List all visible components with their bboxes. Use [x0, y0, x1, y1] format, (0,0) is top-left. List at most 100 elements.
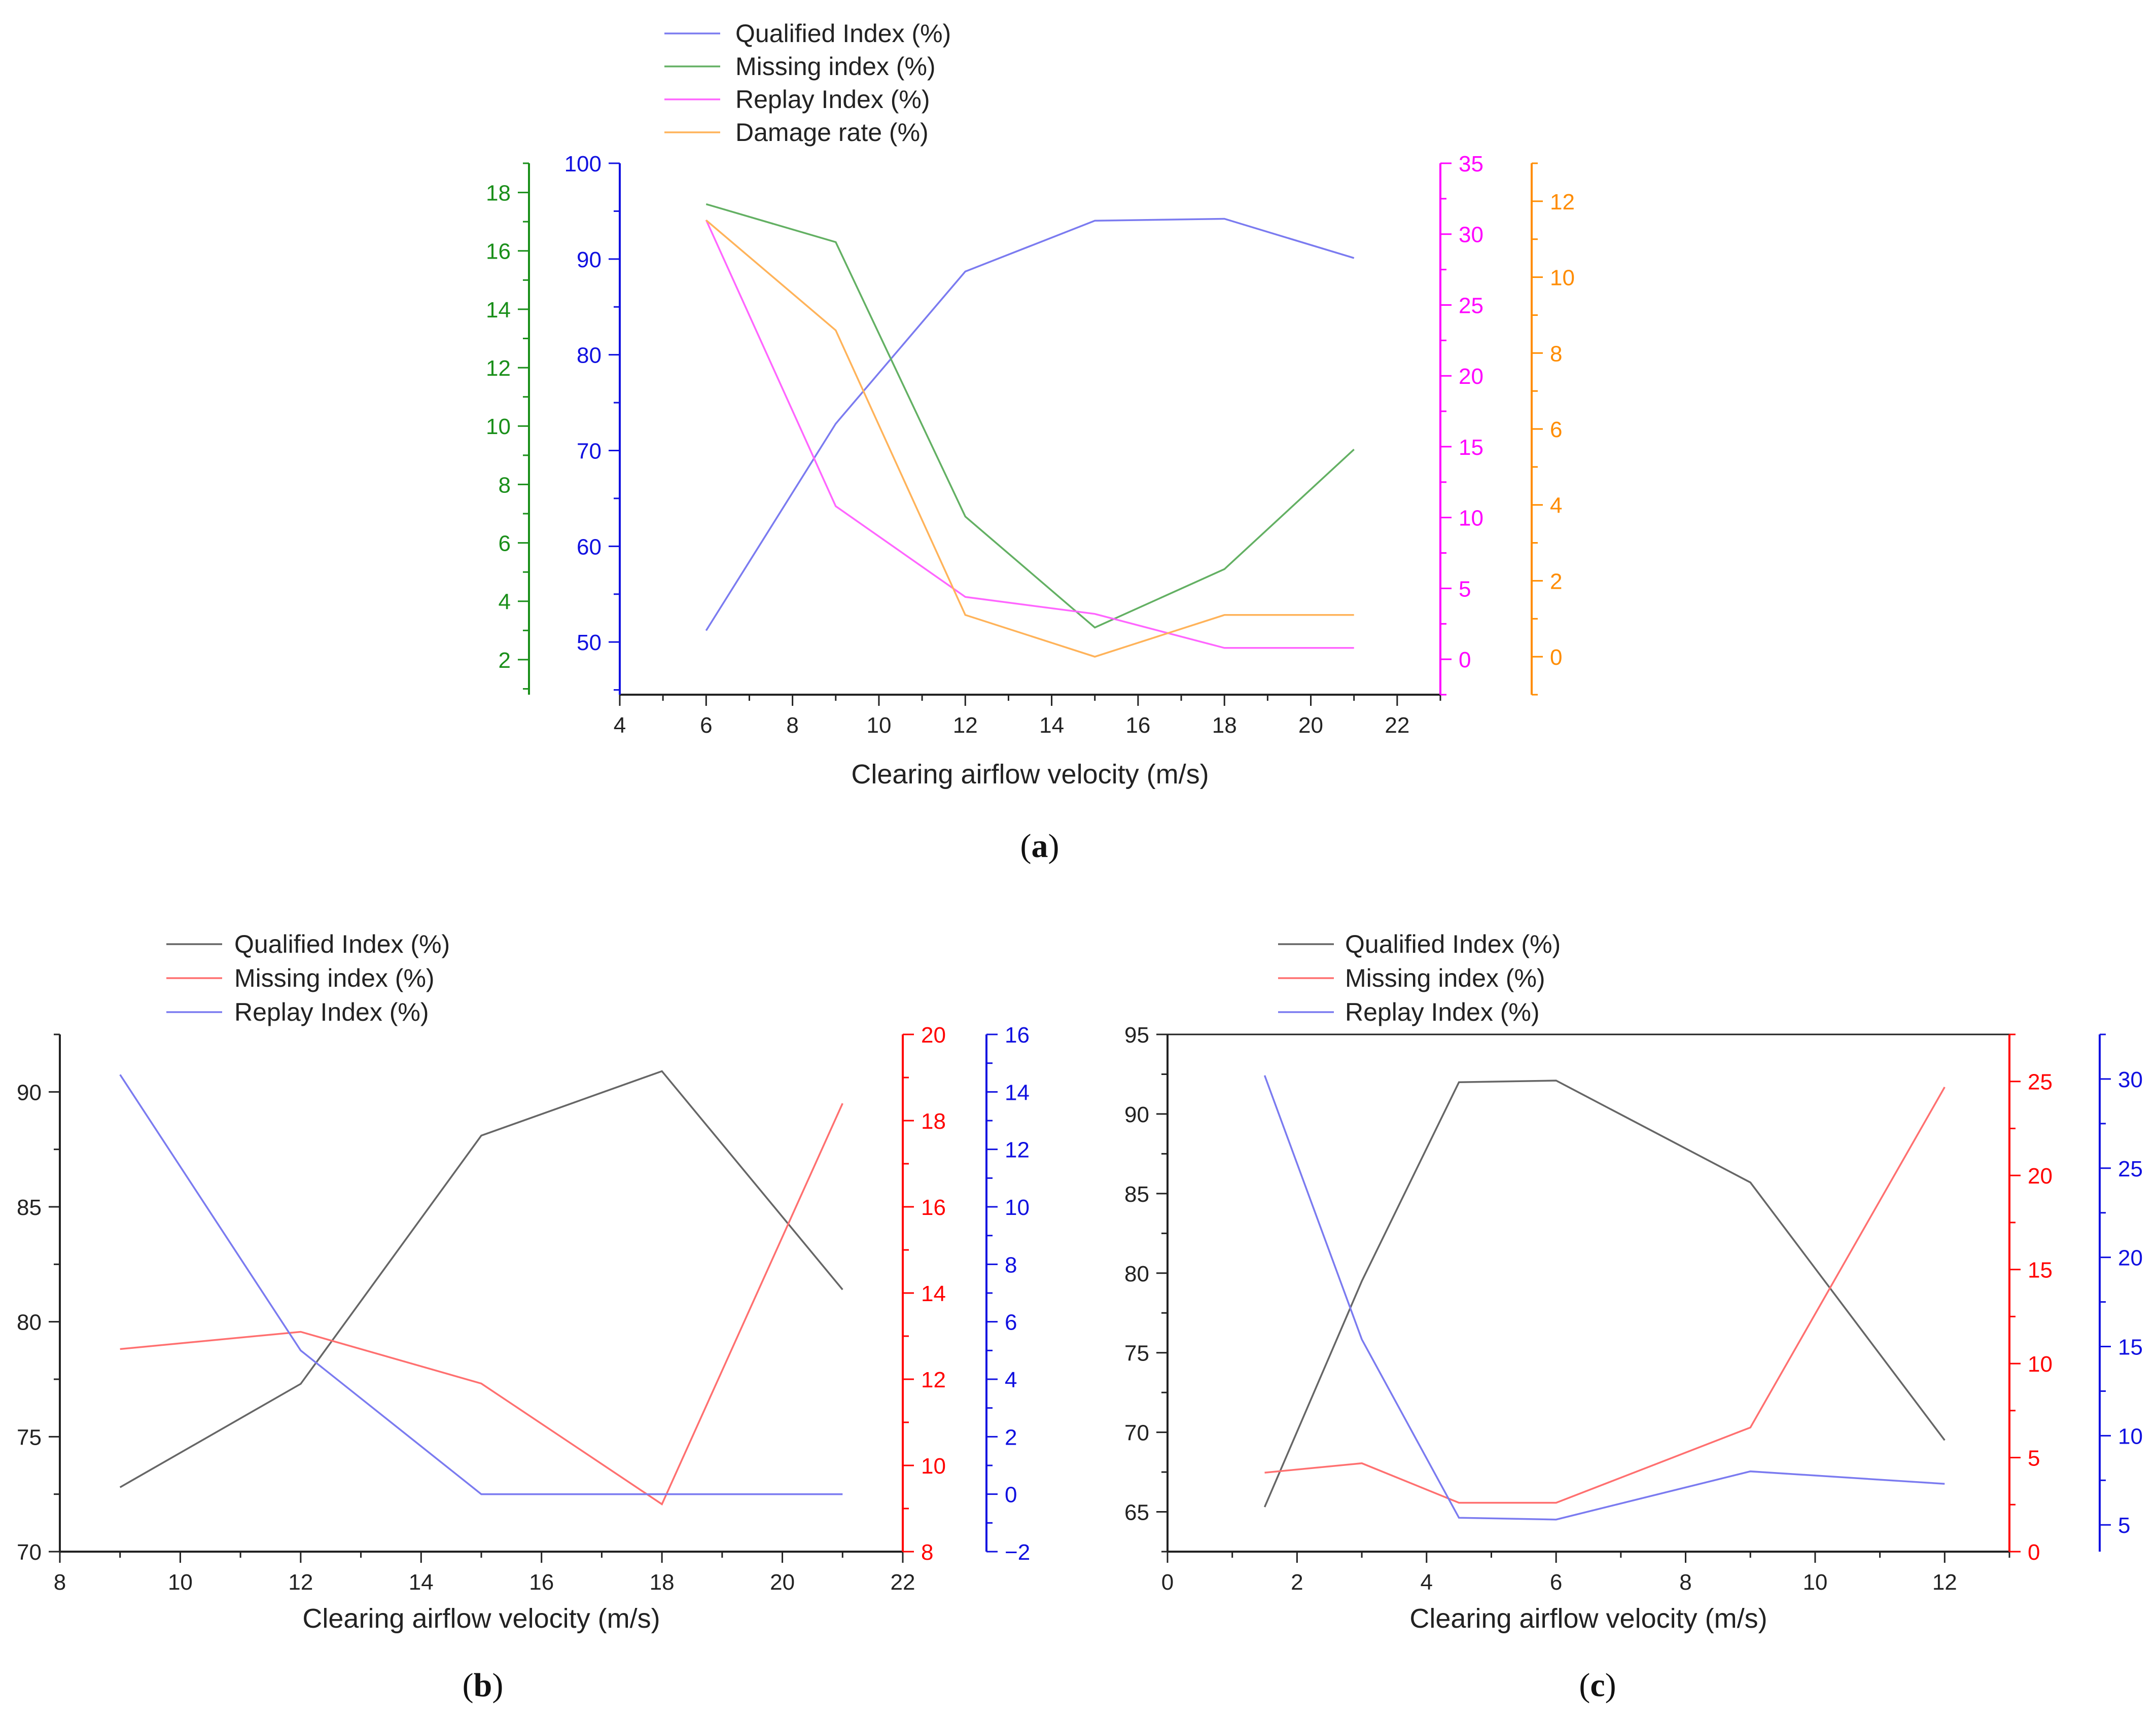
y-axis-blue: 5 10 15 20 25 30: [2099, 1033, 2143, 1552]
y-tick-label: 50: [577, 630, 602, 655]
series-line-3: [1263, 1075, 1945, 1521]
legend-label: Missing index (%): [1345, 964, 1545, 992]
x-tick-label: 8: [1679, 1570, 1691, 1595]
y-tick-label: 6: [499, 531, 511, 556]
y-tick-label: 10: [486, 414, 511, 439]
x-tick-label: 10: [1802, 1570, 1827, 1595]
y-tick-label: 80: [1124, 1262, 1149, 1286]
y-tick-label: 25: [2028, 1070, 2053, 1095]
y-tick-label: 25: [2118, 1157, 2143, 1181]
x-tick-label: 8: [54, 1570, 66, 1595]
y-tick-label: 80: [17, 1310, 42, 1335]
y-tick-label: 20: [2118, 1246, 2143, 1271]
y-tick-label: 8: [1550, 341, 1562, 366]
x-tick-label: 0: [1161, 1570, 1174, 1595]
y-tick-label: 75: [17, 1425, 42, 1450]
legend: Qualified Index (%) Missing index (%) Repl…: [166, 930, 450, 1026]
y-tick-label: 4: [1550, 493, 1562, 518]
y-tick-label: 6: [1005, 1310, 1017, 1335]
y-axis-orange: 0 2 4 6 8 10 12: [1531, 162, 1575, 696]
series-line-1: [119, 1070, 843, 1488]
y-tick-label: 2: [1005, 1425, 1017, 1450]
x-tick-label: 4: [614, 713, 626, 738]
y-tick-label: 2: [1550, 569, 1562, 594]
y-tick-label: 14: [1005, 1080, 1030, 1105]
y-tick-label: 75: [1124, 1341, 1149, 1366]
y-tick-label: 5: [2118, 1513, 2130, 1538]
y-tick-label: 2: [499, 648, 511, 673]
x-tick-label: 6: [700, 713, 712, 738]
y-tick-label: 10: [921, 1454, 946, 1479]
y-tick-label: 14: [921, 1281, 946, 1306]
y-tick-label: 10: [1005, 1195, 1030, 1220]
y-tick-label: 12: [1550, 190, 1575, 214]
y-tick-label: 95: [1124, 1023, 1149, 1048]
y-tick-label: 0: [2028, 1540, 2040, 1565]
y-tick-label: 20: [2028, 1164, 2053, 1189]
legend-label: Damage rate (%): [735, 118, 929, 147]
y-tick-label: 6: [1550, 417, 1562, 442]
y-tick-label: 85: [17, 1195, 42, 1220]
x-axis: 0 2 4 6 8 10 12 Clearing airflow velocity (m/s): [1161, 1033, 2010, 1634]
legend: Qualified Index (%) Missing index (%) Repl…: [664, 19, 951, 147]
series-line-3: [705, 220, 1354, 649]
series-line-3: [119, 1074, 843, 1495]
y-axis-green: 2 4 6 8 10 12 14 16 18: [486, 162, 530, 695]
legend-label: Missing index (%): [735, 52, 936, 81]
y-tick-label: 90: [577, 247, 602, 272]
y-tick-label: 16: [921, 1195, 946, 1220]
y-tick-label: 25: [1459, 293, 1483, 318]
y-tick-label: 4: [1005, 1368, 1017, 1392]
legend-label: Replay Index (%): [735, 85, 930, 114]
x-tick-label: 12: [288, 1570, 313, 1595]
y-tick-label: 8: [1005, 1252, 1017, 1277]
y-tick-label: 35: [1459, 152, 1483, 176]
y-axis-left: 65 70 75 80 85 90 95: [1124, 1023, 1169, 1553]
x-axis-title: Clearing airflow velocity (m/s): [1409, 1603, 1767, 1634]
y-tick-label: 10: [2028, 1352, 2053, 1377]
y-tick-label: 18: [486, 181, 511, 206]
x-axis-title: Clearing airflow velocity (m/s): [851, 759, 1209, 790]
x-tick-label: 22: [1385, 713, 1409, 738]
x-tick-label: 10: [866, 713, 891, 738]
series-line-2: [120, 1103, 843, 1506]
y-tick-label: 18: [921, 1109, 946, 1134]
x-tick-label: 16: [529, 1570, 554, 1595]
y-tick-label: 8: [499, 473, 511, 497]
y-tick-label: 0: [1005, 1483, 1017, 1508]
y-tick-label: 5: [1459, 577, 1471, 601]
y-tick-label: 12: [486, 356, 511, 381]
y-tick-label: 80: [577, 343, 602, 368]
chart-panel-3: 0 2 4 6 8 10 12 Clearing airflow velocity (m/s)…: [1124, 930, 2143, 1704]
y-tick-label: 65: [1124, 1500, 1149, 1525]
series-line-4: [705, 219, 1354, 658]
series-line-1: [1263, 1080, 1946, 1508]
y-axis-red: 0 5 10 15 20 25: [2008, 1033, 2053, 1565]
series-line-1: [705, 218, 1355, 631]
y-tick-label: 70: [1124, 1421, 1149, 1446]
x-axis: 4 6 8 10 12 14 16 18 20 22 Clearing airflow veloci…: [614, 694, 1441, 790]
x-tick-label: 8: [786, 713, 798, 738]
y-tick-label: 15: [1459, 435, 1483, 460]
panel-label: (c): [1579, 1667, 1616, 1704]
series-line-2: [705, 203, 1355, 629]
legend-label: Qualified Index (%): [234, 930, 450, 958]
y-axis-red: 8 10 12 14 16 18 20: [902, 1023, 946, 1565]
x-tick-label: 2: [1291, 1570, 1303, 1595]
x-tick-label: 14: [409, 1570, 434, 1595]
y-tick-label: 16: [1005, 1023, 1030, 1048]
legend-label: Qualified Index (%): [735, 19, 951, 48]
y-tick-label: −2: [1005, 1540, 1030, 1565]
legend-label: Missing index (%): [234, 964, 435, 992]
panel-label: (b): [463, 1667, 504, 1704]
legend-label: Replay Index (%): [234, 998, 429, 1026]
y-tick-label: 15: [2118, 1335, 2143, 1360]
y-tick-label: 0: [1550, 645, 1562, 670]
x-tick-label: 18: [650, 1570, 675, 1595]
y-tick-label: 10: [1550, 266, 1575, 291]
panel-label: (a): [1020, 828, 1059, 865]
y-tick-label: 16: [486, 239, 511, 264]
